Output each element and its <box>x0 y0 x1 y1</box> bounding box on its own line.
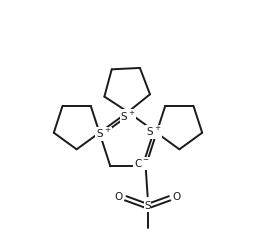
Text: O: O <box>115 192 123 202</box>
Text: C$^-$: C$^-$ <box>134 157 150 169</box>
Text: S$^+$: S$^+$ <box>96 127 111 140</box>
Text: S: S <box>144 201 151 211</box>
Text: S$^+$: S$^+$ <box>146 125 161 138</box>
Text: S$^+$: S$^+$ <box>120 110 136 122</box>
Text: O: O <box>172 192 181 202</box>
